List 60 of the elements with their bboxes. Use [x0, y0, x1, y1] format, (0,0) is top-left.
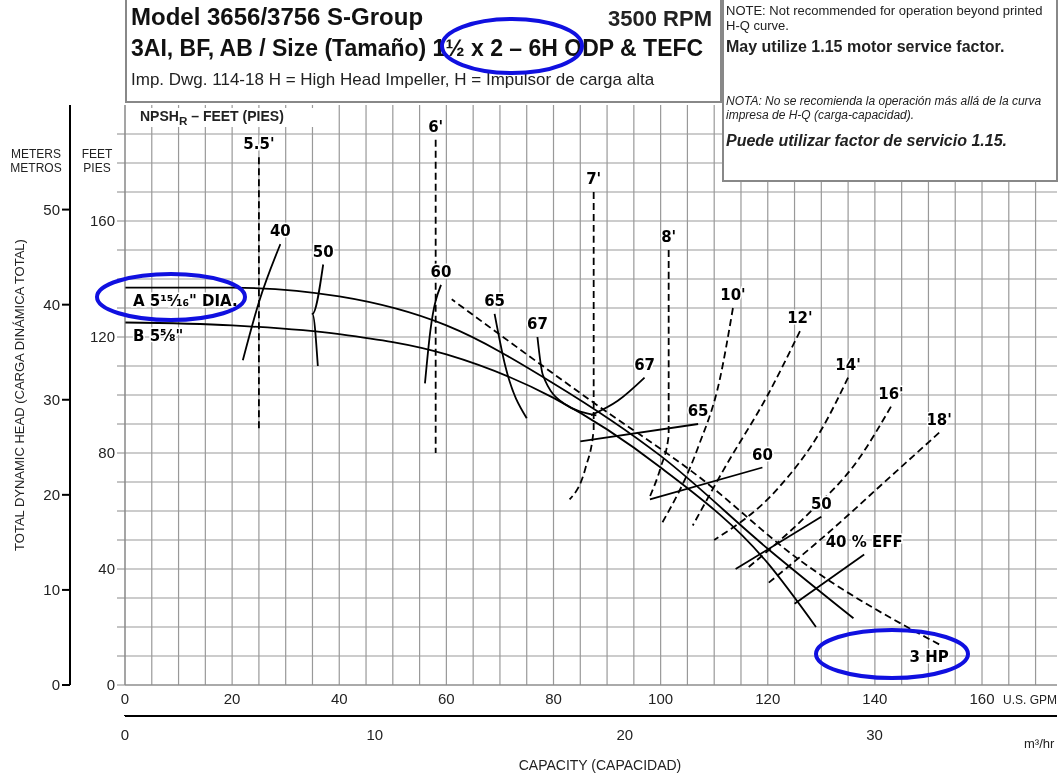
y-tick-label: 40: [98, 560, 115, 578]
series-label: 12': [787, 309, 813, 328]
series-label: 65: [687, 402, 709, 420]
x-tick-label: 100: [648, 689, 674, 707]
y2-tick-label: 30: [43, 391, 60, 409]
text: METERS METROS: [9, 147, 63, 176]
series-label: 5.5': [243, 135, 275, 154]
x-tick-label: 160: [969, 689, 995, 707]
y2-tick-label: 40: [43, 296, 60, 313]
y2-tick-label: 20: [43, 486, 60, 504]
x2-tick-label: 0: [120, 726, 130, 743]
text: Imp. Dwg. 114-18 H = High Head Impeller, H = Impulsor de carga alta: [131, 70, 656, 90]
y-tick-label: 160: [89, 212, 115, 230]
series-label: 50: [810, 494, 832, 513]
y-tick-label: 80: [98, 444, 115, 462]
annotation: NOTA: No se recomienda la operación más allá de la curva impresa de H-Q (carga-capacidad).: [726, 94, 1043, 123]
x2-tick-label: 10: [366, 726, 384, 743]
y2-tick-label: 0: [51, 676, 60, 694]
x2-tick-label: 30: [866, 726, 883, 743]
series-label: A 5¹⁵⁄₁₆" DIA.: [133, 291, 238, 310]
chart-title: Model 3656/3756 S-Group: [131, 3, 424, 31]
y2-axis-title: TOTAL DYNAMIC HEAD (CARGA DINÁMICA TOTAL): [12, 239, 27, 551]
series-label: 14': [835, 355, 861, 374]
series-label: B 5⅝": [133, 326, 184, 345]
series-label: 40 % EFF: [825, 532, 903, 551]
text: NOTE: Not recommended for operation beyond printed H-Q curve.: [726, 3, 1044, 34]
series-label: 50: [312, 242, 334, 261]
series-label: 8': [661, 228, 677, 246]
series-label: 67: [527, 315, 548, 333]
series-label: 16': [878, 384, 904, 403]
series-label: 67: [634, 355, 655, 374]
text: FEET PIES: [80, 147, 114, 176]
annotation: Puede utilizar factor de servicio 1.15.: [726, 132, 1008, 151]
x-tick-label: 20: [223, 689, 241, 707]
x-tick-label: 80: [545, 689, 562, 707]
x-tick-label: 40: [330, 689, 348, 707]
series-label: 6': [428, 117, 444, 136]
annotation: NPSH$_{R}$ – FEET (PIES): [140, 108, 320, 128]
text: 3500 RPM: [607, 6, 712, 32]
x-tick-label: 140: [862, 689, 888, 707]
y-tick-label: 120: [89, 328, 115, 346]
y2-tick-label: 50: [43, 200, 60, 218]
series-label: 18': [926, 410, 952, 429]
series-label: 10': [720, 286, 746, 304]
series-label: 7': [586, 170, 602, 188]
x-tick-label: 60: [438, 689, 455, 707]
text: m³/hr: [1024, 736, 1056, 752]
series-label: 40: [269, 222, 291, 241]
series-label: 65: [484, 291, 506, 310]
text: May utilize 1.15 motor service factor.: [726, 38, 1006, 57]
x-tick-label: 120: [755, 689, 781, 707]
y2-tick-label: 10: [43, 581, 60, 599]
y-tick-label: 0: [106, 676, 115, 694]
x-axis-title: CAPACITY (CAPACIDAD): [517, 757, 683, 773]
text: U.S. GPM: [1003, 693, 1058, 708]
series-label: 3 HP: [909, 648, 949, 667]
series-label: 60: [430, 262, 452, 281]
x-tick-label: 0: [120, 689, 130, 707]
x2-tick-label: 20: [616, 726, 634, 743]
series-label: 60: [751, 445, 773, 464]
